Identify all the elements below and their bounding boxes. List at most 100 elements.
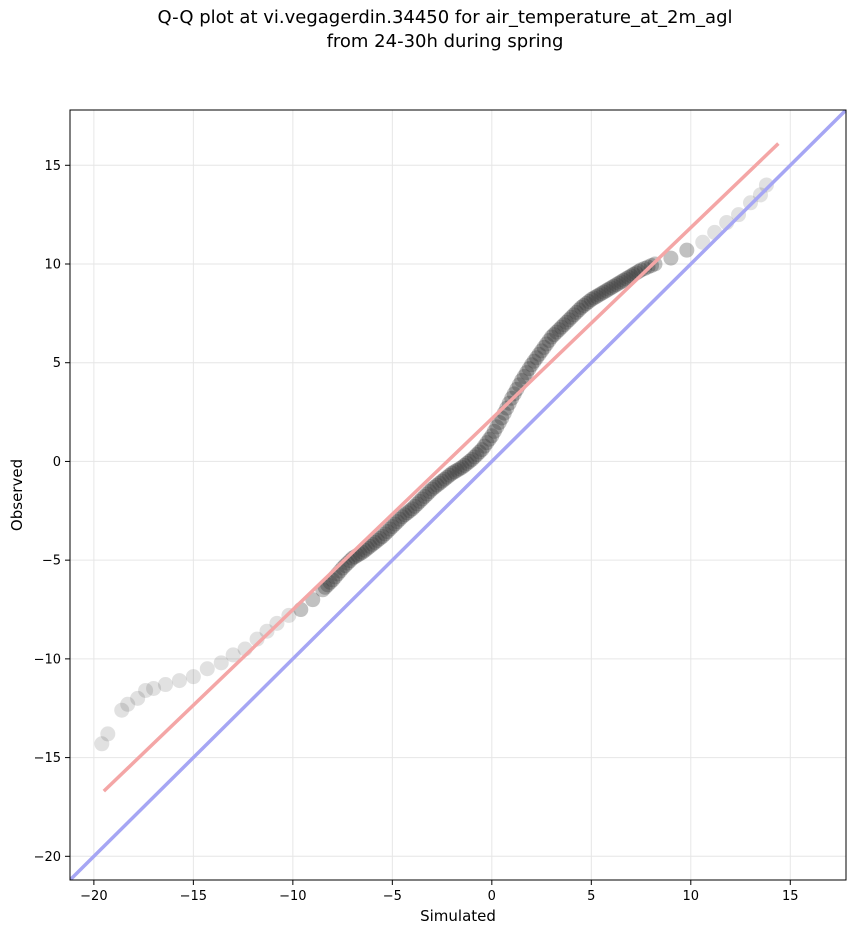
data-point (120, 696, 136, 712)
data-point (581, 294, 597, 310)
data-point (397, 507, 413, 523)
data-point (474, 442, 490, 458)
y-tick-label: 10 (44, 258, 61, 273)
data-point (459, 455, 475, 471)
y-axis-ticks: −20 −15 −10 −5 0 5 10 15 (34, 159, 70, 865)
data-point (608, 277, 624, 293)
data-point (447, 464, 463, 480)
grid-lines (70, 110, 846, 880)
data-point (389, 514, 405, 530)
data-point (571, 302, 587, 318)
y-tick-label: −20 (34, 850, 61, 865)
data-point (94, 736, 110, 752)
data-point (601, 281, 617, 297)
data-point (469, 447, 485, 463)
data-point (225, 647, 241, 663)
x-axis-ticks: −20 −15 −10 −5 0 5 10 15 (80, 880, 799, 904)
data-point (367, 534, 383, 550)
data-point (146, 680, 162, 696)
data-point (387, 516, 403, 532)
data-point (407, 498, 423, 514)
data-point (519, 365, 535, 381)
data-point (586, 290, 602, 306)
data-point (130, 690, 146, 706)
data-point (516, 369, 532, 385)
data-point (114, 702, 130, 718)
data-point (377, 526, 393, 542)
data-point (434, 473, 450, 489)
chart-title-line1: Q-Q plot at vi.vegagerdin.34450 for air_… (157, 7, 733, 28)
y-tick-label: −10 (34, 652, 61, 667)
data-point (259, 623, 275, 639)
data-point (444, 465, 460, 481)
x-tick-label: −10 (279, 889, 306, 904)
data-point (566, 307, 582, 323)
data-point (100, 726, 116, 742)
x-tick-label: 15 (782, 889, 799, 904)
data-point (606, 278, 622, 294)
data-points (94, 177, 774, 752)
data-point (573, 299, 589, 315)
data-point (621, 269, 637, 285)
data-point (402, 503, 418, 519)
data-point (359, 540, 375, 556)
data-point (449, 462, 465, 478)
chart-subtitle: from 24-30h during spring (326, 31, 564, 52)
data-point (613, 274, 629, 290)
data-point (364, 536, 380, 552)
data-point (185, 669, 201, 685)
x-tick-label: −15 (180, 889, 207, 904)
data-point (499, 400, 515, 416)
data-point (484, 428, 500, 444)
data-point (479, 435, 495, 451)
y-axis-label: Observed (8, 459, 26, 531)
x-tick-label: 0 (488, 889, 496, 904)
data-point (563, 309, 579, 325)
data-point (637, 260, 653, 276)
data-point (461, 453, 477, 469)
data-point (476, 438, 492, 454)
data-point (379, 524, 395, 540)
data-point (598, 283, 614, 299)
data-point (158, 677, 174, 693)
data-point (546, 327, 562, 343)
data-point (616, 272, 632, 288)
data-point (556, 317, 572, 333)
data-point (524, 357, 540, 373)
data-point (384, 519, 400, 535)
data-point (419, 486, 435, 502)
data-point (454, 459, 470, 475)
data-point (578, 295, 594, 311)
x-axis-label: Simulated (420, 907, 496, 925)
data-point (427, 479, 443, 495)
y-tick-label: 5 (53, 356, 61, 371)
data-point (412, 493, 428, 509)
data-point (603, 280, 619, 296)
data-point (548, 324, 564, 340)
data-point (531, 346, 547, 362)
reference-lines (70, 110, 846, 880)
data-point (399, 505, 415, 521)
data-point (442, 467, 458, 483)
data-point (539, 336, 555, 352)
data-point (526, 353, 542, 369)
data-point (429, 477, 445, 493)
data-point (541, 333, 557, 349)
data-point (199, 661, 215, 677)
data-point (471, 444, 487, 460)
fit-line (102, 142, 780, 793)
data-point (362, 538, 378, 554)
data-point (506, 386, 522, 402)
data-point (576, 297, 592, 313)
y-tick-label: −15 (34, 751, 61, 766)
data-point (489, 419, 505, 435)
data-point (374, 528, 390, 544)
data-point (529, 350, 545, 366)
data-point (618, 271, 634, 287)
data-point (534, 343, 550, 359)
data-point (588, 289, 604, 305)
x-tick-label: −5 (383, 889, 402, 904)
data-point (404, 501, 420, 517)
data-point (417, 488, 433, 504)
